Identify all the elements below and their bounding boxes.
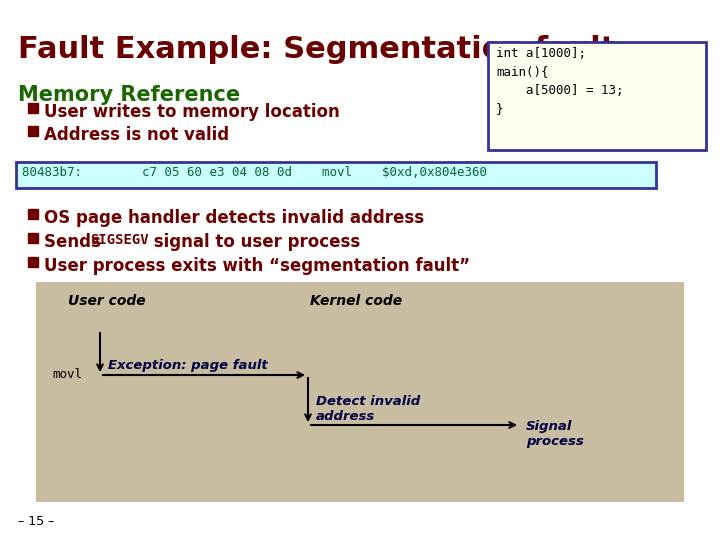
Text: User writes to memory location: User writes to memory location xyxy=(44,103,340,121)
Text: Kernel code: Kernel code xyxy=(310,294,402,308)
Text: Sends: Sends xyxy=(44,233,107,251)
Bar xyxy=(28,257,38,267)
Bar xyxy=(36,282,684,502)
Text: Signal
process: Signal process xyxy=(526,420,584,448)
Text: Address is not valid: Address is not valid xyxy=(44,126,229,144)
Text: Exception: page fault: Exception: page fault xyxy=(108,359,268,372)
Text: User process exits with “segmentation fault”: User process exits with “segmentation fa… xyxy=(44,257,470,275)
Text: OS page handler detects invalid address: OS page handler detects invalid address xyxy=(44,209,424,227)
Text: movl: movl xyxy=(52,368,82,381)
Bar xyxy=(16,162,656,188)
Text: SIGSEGV: SIGSEGV xyxy=(90,233,148,247)
Text: – 15 –: – 15 – xyxy=(18,515,55,528)
Text: Fault Example: Segmentation fault: Fault Example: Segmentation fault xyxy=(18,35,616,64)
Bar xyxy=(28,209,38,219)
Text: Memory Reference: Memory Reference xyxy=(18,85,240,105)
Bar xyxy=(28,233,38,243)
Text: 80483b7:        c7 05 60 e3 04 08 0d    movl    $0xd,0x804e360: 80483b7: c7 05 60 e3 04 08 0d movl $0xd,… xyxy=(22,166,487,179)
Text: int a[1000];
main(){
    a[5000] = 13;
}: int a[1000]; main(){ a[5000] = 13; } xyxy=(496,47,624,116)
Bar xyxy=(488,42,706,150)
Text: User code: User code xyxy=(68,294,145,308)
Bar xyxy=(28,103,38,113)
Text: signal to user process: signal to user process xyxy=(148,233,360,251)
Text: Detect invalid
address: Detect invalid address xyxy=(316,395,420,423)
Bar xyxy=(28,126,38,136)
